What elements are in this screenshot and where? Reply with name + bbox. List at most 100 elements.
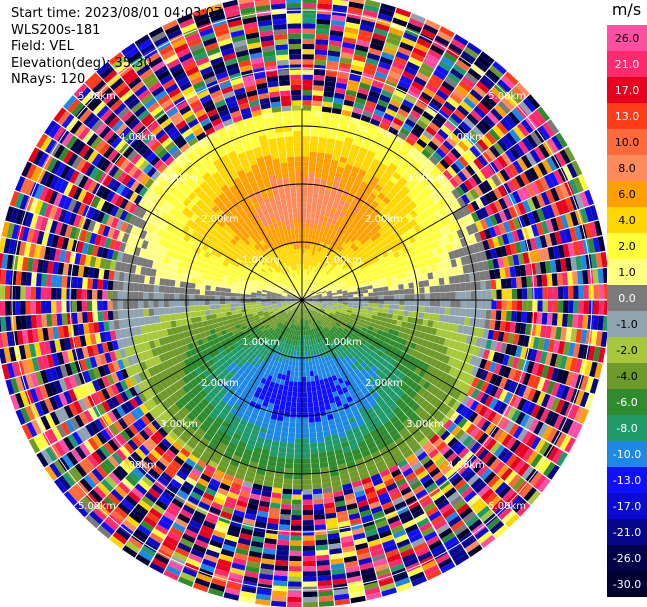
gate-cell [434,200,444,211]
gate-cell [393,89,406,99]
gate-cell [433,399,443,410]
gate-cell [317,8,332,15]
gate-cell [305,303,310,308]
gate-cell [328,272,334,278]
gate-cell [329,553,343,560]
gate-cell [309,437,317,444]
gate-cell [462,383,471,395]
gate-cell [371,175,380,184]
gate-cell [332,242,339,249]
gate-cell [151,483,164,495]
gate-cell [489,441,501,455]
gate-cell [443,419,454,430]
gate-cell [462,435,474,447]
gate-cell [266,522,279,530]
gate-cell [589,205,599,221]
gate-cell [169,365,178,375]
gate-cell [333,332,339,338]
gate-cell [259,325,265,331]
gate-cell [458,447,470,459]
gate-cell [418,312,425,319]
gate-cell [472,85,487,98]
gate-cell [470,211,480,223]
gate-cell [363,300,369,304]
gate-cell [286,316,290,321]
gate-cell [315,359,320,366]
gate-cell [202,369,211,378]
gate-cell [386,260,393,267]
gate-cell [415,433,426,443]
gate-cell [480,468,493,481]
gate-cell [320,317,325,322]
gate-cell [303,290,306,296]
gate-cell [411,402,420,412]
gate-cell [346,570,361,579]
gate-cell [455,333,463,342]
gate-cell [429,396,439,406]
gate-cell [58,475,72,491]
gate-cell [388,464,400,474]
gate-cell [305,303,310,307]
gate-cell [335,349,342,356]
gate-cell [284,315,290,320]
gate-cell [332,181,340,188]
gate-cell [503,114,517,129]
gate-cell [473,445,486,458]
gate-cell [444,215,453,225]
gate-cell [383,244,391,251]
gate-cell [559,229,568,244]
gate-cell [239,532,252,541]
gate-cell [244,339,251,346]
gate-cell [269,329,275,335]
gate-cell [290,370,295,377]
gate-cell [369,411,378,420]
gate-cell [147,423,158,434]
gate-cell [400,486,413,496]
gate-cell [287,586,302,592]
gate-cell [506,300,513,311]
gate-cell [148,468,161,480]
gate-cell [333,583,348,591]
gate-cell [410,187,420,197]
gate-cell [492,158,504,171]
gate-cell [360,279,367,284]
gate-cell [364,154,374,163]
gate-cell [282,390,288,397]
gate-cell [529,349,538,362]
gate-cell [273,575,288,582]
gate-cell [178,387,187,397]
gate-cell [366,281,373,286]
gate-cell [150,434,161,445]
gate-cell [302,422,309,429]
gate-cell [382,46,397,56]
gate-cell [314,267,319,273]
gate-cell [490,248,498,259]
gate-cell [302,325,304,331]
gate-cell [379,56,393,66]
gate-cell [537,337,545,351]
gate-cell [303,596,318,603]
gate-cell [284,314,289,319]
gate-cell [273,482,283,489]
gate-cell [356,336,363,342]
gate-cell [355,214,362,221]
gate-cell [373,292,379,296]
gate-cell [303,576,317,582]
gate-cell [119,391,129,403]
gate-cell [497,184,507,197]
gate-cell [330,353,336,360]
gate-cell [302,125,311,132]
gate-cell [507,332,515,344]
gate-cell [532,164,544,179]
gate-cell [186,557,201,568]
gate-cell [373,323,380,330]
gate-cell [303,290,305,295]
gate-cell [420,455,431,466]
gate-cell [511,357,520,369]
gate-cell [119,461,132,474]
gate-cell [461,167,472,179]
gate-cell [281,324,286,331]
gate-cell [359,264,366,270]
gate-cell [260,495,271,503]
gate-cell [302,59,314,65]
